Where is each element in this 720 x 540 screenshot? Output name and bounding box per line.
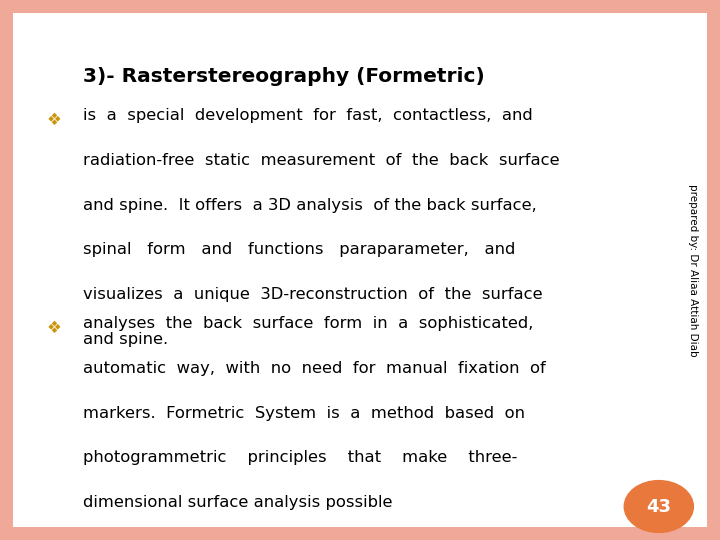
Text: photogrammetric    principles    that    make    three-: photogrammetric principles that make thr… [83,450,517,465]
Text: prepared by: Dr Aliaa Attiah Diab: prepared by: Dr Aliaa Attiah Diab [688,184,698,356]
Text: analyses  the  back  surface  form  in  a  sophisticated,: analyses the back surface form in a soph… [83,316,534,331]
Text: ❖: ❖ [47,319,61,336]
Text: spinal   form   and   functions   paraparameter,   and: spinal form and functions paraparameter,… [83,242,516,258]
Text: 43: 43 [647,497,671,516]
Text: markers.  Formetric  System  is  a  method  based  on: markers. Formetric System is a method ba… [83,406,525,421]
Text: and spine.: and spine. [83,332,168,347]
Text: dimensional surface analysis possible: dimensional surface analysis possible [83,495,392,510]
Text: radiation-free  static  measurement  of  the  back  surface: radiation-free static measurement of the… [83,153,559,168]
Text: 3)- Rasterstereography (Formetric): 3)- Rasterstereography (Formetric) [83,68,485,86]
Circle shape [624,481,693,532]
Text: is  a  special  development  for  fast,  contactless,  and: is a special development for fast, conta… [83,108,533,123]
Text: ❖: ❖ [47,111,61,129]
Text: and spine.  It offers  a 3D analysis  of the back surface,: and spine. It offers a 3D analysis of th… [83,198,536,213]
Text: automatic  way,  with  no  need  for  manual  fixation  of: automatic way, with no need for manual f… [83,361,546,376]
Text: visualizes  a  unique  3D-reconstruction  of  the  surface: visualizes a unique 3D-reconstruction of… [83,287,542,302]
